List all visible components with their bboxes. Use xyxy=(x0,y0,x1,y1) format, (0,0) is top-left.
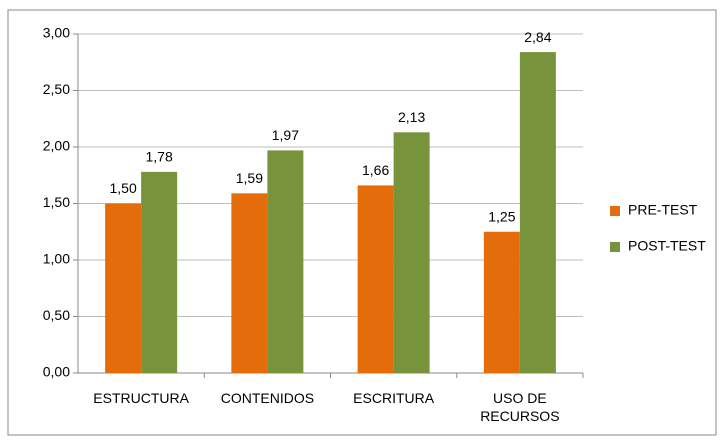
bar xyxy=(357,185,394,373)
data-label: 2,13 xyxy=(398,109,425,125)
y-tick-label: 1,50 xyxy=(43,194,70,210)
bar xyxy=(231,193,268,373)
x-tick-label: USO DE RECURSOS xyxy=(480,390,560,424)
data-label: 1,66 xyxy=(362,162,389,178)
x-tick-label: CONTENIDOS xyxy=(220,390,315,406)
x-tick-label: ESTRUCTURA xyxy=(93,390,189,406)
y-tick-label: 0,00 xyxy=(43,364,70,380)
x-tick-label: ESCRITURA xyxy=(353,390,435,406)
y-tick-label: 2,00 xyxy=(43,138,70,154)
legend-label: PRE-TEST xyxy=(628,202,698,218)
data-label: 1,25 xyxy=(488,208,515,224)
y-tick-label: 0,50 xyxy=(43,307,70,323)
data-label: 1,78 xyxy=(146,149,173,165)
data-label: 2,84 xyxy=(524,29,551,45)
bar xyxy=(141,171,178,373)
data-label: 1,97 xyxy=(272,127,299,143)
bar xyxy=(519,52,556,374)
legend-swatch xyxy=(610,242,620,252)
bar xyxy=(393,132,430,373)
data-label: 1,50 xyxy=(110,180,137,196)
data-label: 1,59 xyxy=(236,170,263,186)
y-tick-label: 3,00 xyxy=(43,25,70,41)
bar xyxy=(267,150,304,373)
y-tick-label: 1,00 xyxy=(43,251,70,267)
y-tick-label: 2,50 xyxy=(43,81,70,97)
legend-swatch xyxy=(610,206,620,216)
bar xyxy=(105,203,142,373)
bar xyxy=(483,231,520,373)
legend-label: POST-TEST xyxy=(628,238,706,254)
